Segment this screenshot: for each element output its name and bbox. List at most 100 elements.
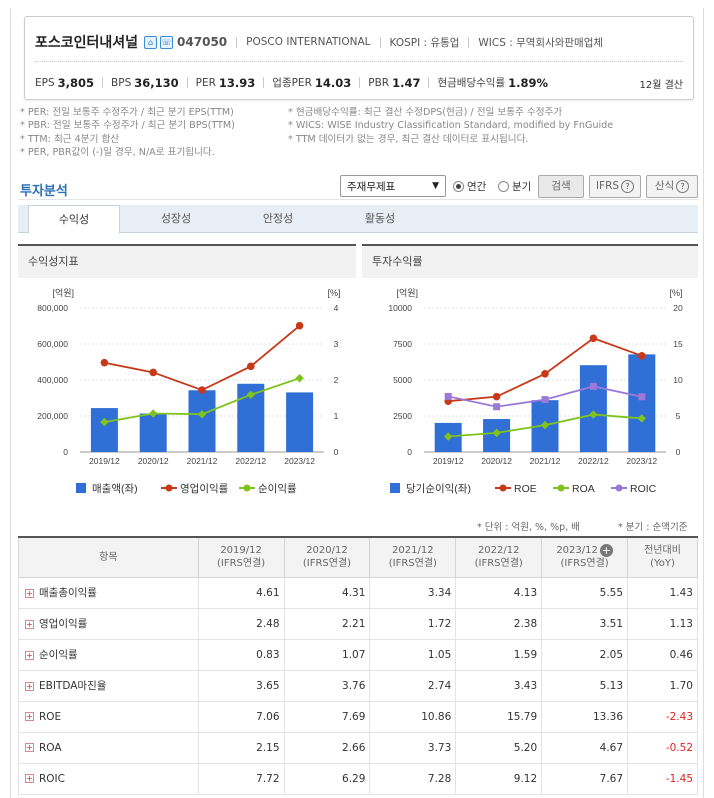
table-row: + 순이익률 0.83 1.07 1.05 1.59 2.05 0.46 <box>18 638 698 671</box>
metric-value: 1.89% <box>508 75 549 90</box>
series-line <box>448 337 643 403</box>
header-year: 2022/12 (IFRS연결) <box>455 536 543 578</box>
statement-select[interactable]: 주재무제표 ▼ <box>340 175 446 197</box>
radio-quarter[interactable]: 분기 <box>498 179 531 194</box>
series-point <box>100 417 109 427</box>
tab-activity[interactable]: 활동성 <box>364 212 396 225</box>
company-name: 포스코인터내셔널 <box>35 35 139 51</box>
metrics-row: EPS 3,805 BPS 36,130 PER 13.93 업종PER 14.… <box>35 75 548 90</box>
legend-swatch <box>390 483 400 493</box>
series-point <box>589 410 598 419</box>
legend-swatch <box>557 484 565 492</box>
plus-circle-icon[interactable]: + <box>599 544 613 558</box>
wics-info: WICS : 무역회사와판매업체 <box>478 36 604 49</box>
metric-value: 1.47 <box>392 75 421 90</box>
left-axis-unit: [억원] <box>396 287 418 298</box>
row-label-cell[interactable]: + 순이익률 <box>18 638 199 671</box>
table-cell: 7.69 <box>283 700 371 733</box>
y-tick-label: 0 <box>407 447 412 457</box>
ir-icon[interactable]: ☏ <box>160 35 174 49</box>
expand-plus-icon[interactable]: + <box>25 650 34 660</box>
series-point <box>443 432 453 441</box>
tab-stability[interactable]: 안정성 <box>262 212 294 225</box>
row-label-cell[interactable]: + ROE <box>18 700 199 733</box>
expand-plus-icon[interactable]: + <box>25 681 34 691</box>
series-point <box>541 396 549 404</box>
units-note: * 단위 : 억원, %, %p, 배 <box>477 522 580 533</box>
series-point <box>295 373 304 383</box>
row-label-cell[interactable]: + 영업이익률 <box>18 607 199 640</box>
expand-plus-icon[interactable]: + <box>25 712 34 721</box>
table-cell: 6.29 <box>283 762 371 795</box>
series-point <box>100 358 109 367</box>
series-point <box>638 393 646 401</box>
yoy-cell: 1.43 <box>627 576 698 609</box>
legend-swatch <box>615 484 623 492</box>
ifrs-help-button[interactable]: IFRS? <box>589 175 641 198</box>
table-cell: 3.73 <box>369 731 457 764</box>
table-cell: 3.65 <box>197 669 285 702</box>
y2-tick-label: 0 <box>334 447 339 457</box>
legend-label: 당기순이익(좌) <box>406 483 471 495</box>
metric-label: EPS <box>35 76 55 89</box>
radio-selected-icon <box>453 181 464 192</box>
bar <box>139 413 167 452</box>
table-cell: 2.15 <box>197 731 285 764</box>
right-axis-unit: [%] <box>669 288 682 298</box>
table-cell: 3.34 <box>369 576 457 609</box>
y2-tick-label: 10 <box>673 375 683 385</box>
tab-profitability[interactable]: 수익성 <box>28 205 120 234</box>
radio-annual[interactable]: 연간 <box>453 179 486 194</box>
row-label-cell[interactable]: + 매출총이익률 <box>18 576 199 609</box>
table-cell: 3.76 <box>283 669 371 702</box>
formula-help-button[interactable]: 산식? <box>646 175 698 198</box>
card-divider <box>35 61 683 62</box>
row-label-cell[interactable]: + EBITDA마진율 <box>18 669 199 702</box>
returns-chart: [억원] [%] 10000 20 7500 15 5000 10 2500 5 0 0 2019/12… <box>388 287 683 495</box>
series-point <box>149 368 157 377</box>
table-cell: 5.13 <box>541 669 629 702</box>
tab-growth[interactable]: 성장성 <box>160 212 192 225</box>
y2-tick-label: 1 <box>334 411 339 421</box>
expand-plus-icon[interactable]: + <box>25 619 34 629</box>
table-cell: 2.05 <box>541 638 629 671</box>
metric-label: PER <box>195 76 216 89</box>
x-tick-label: 2021/12 <box>530 456 561 466</box>
header-year-label: 2019/12 <box>220 545 262 557</box>
row-label: 매출총이익률 <box>39 587 97 599</box>
radio-label: 연간 <box>467 181 487 193</box>
legend-label: 순이익률 <box>258 483 297 495</box>
metric-value: 36,130 <box>134 75 179 90</box>
expand-plus-icon[interactable]: + <box>25 774 34 783</box>
table-row: + EBITDA마진율 3.65 3.76 2.74 3.43 5.13 1.70 <box>18 669 698 702</box>
table-row: + 영업이익률 2.48 2.21 1.72 2.38 3.51 1.13 <box>18 607 698 640</box>
header-year: 2020/12 (IFRS연결) <box>283 536 371 578</box>
x-tick-label: 2019/12 <box>433 456 464 466</box>
legend-label: ROE <box>514 483 537 495</box>
x-tick-label: 2020/12 <box>481 456 512 466</box>
expand-plus-icon[interactable]: + <box>25 743 34 752</box>
search-button[interactable]: 검색 <box>538 175 584 198</box>
y2-tick-label: 0 <box>676 447 681 457</box>
radio-unselected-icon <box>498 181 509 192</box>
row-label-cell[interactable]: + ROIC <box>18 762 199 795</box>
expand-plus-icon[interactable]: + <box>25 588 34 598</box>
header-year-label: 2023/12 <box>556 545 598 557</box>
yoy-cell: 1.70 <box>627 669 698 702</box>
formula-label: 산식 <box>654 180 675 192</box>
company-summary-card: 포스코인터내셔널 ⌂ ☏ 047050 POSCO INTERNATIONAL … <box>24 16 694 100</box>
divider <box>102 77 104 88</box>
table-cell: 5.55 <box>541 576 629 609</box>
bar <box>90 408 118 452</box>
radio-label: 분기 <box>512 181 532 193</box>
x-tick-label: 2023/12 <box>626 456 657 466</box>
y-tick-label: 10000 <box>388 303 412 313</box>
bar <box>579 365 607 452</box>
y2-tick-label: 5 <box>676 411 681 421</box>
select-value: 주재무제표 <box>347 181 396 193</box>
row-label-cell[interactable]: + ROA <box>18 731 199 764</box>
divider <box>263 77 265 88</box>
row-label: 순이익률 <box>39 649 78 661</box>
home-icon[interactable]: ⌂ <box>144 35 158 49</box>
table-row: + 매출총이익률 4.61 4.31 3.34 4.13 5.55 1.43 <box>18 576 698 609</box>
